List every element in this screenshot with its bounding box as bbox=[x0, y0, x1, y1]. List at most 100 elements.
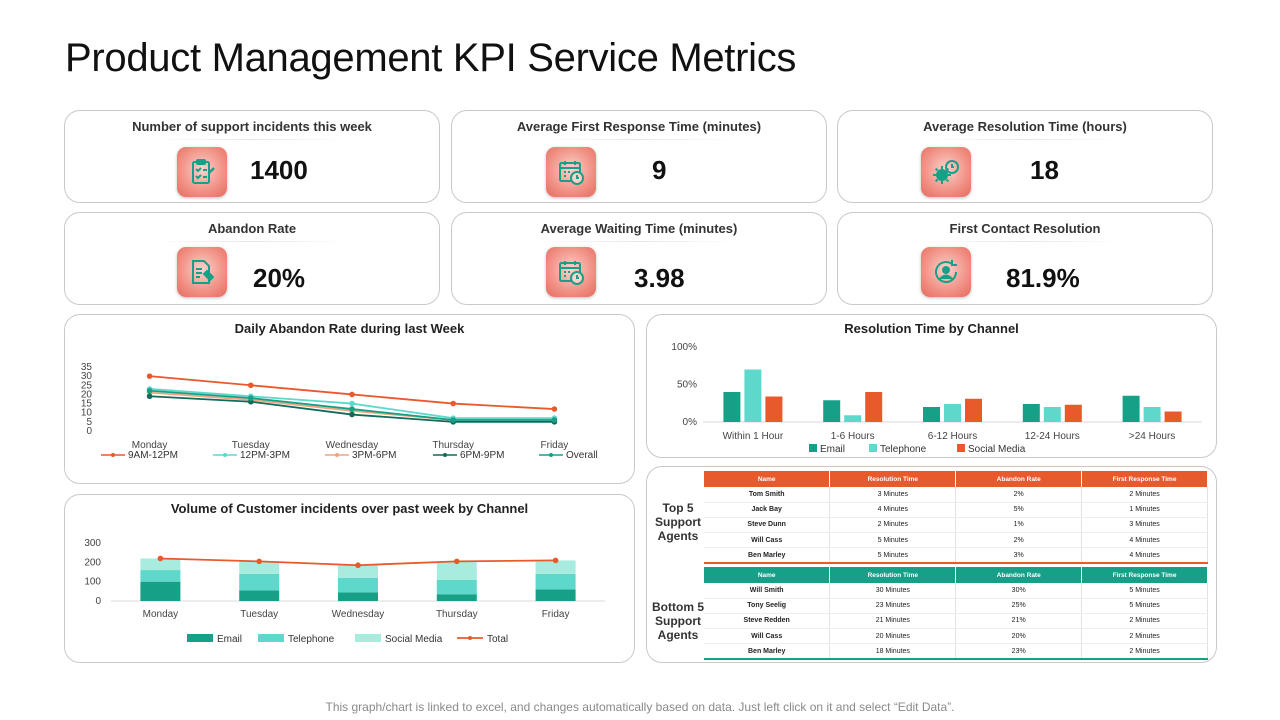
bar-Email bbox=[723, 392, 741, 422]
table-row: Ben Marley 18 Minutes 23% 2 Minutes bbox=[704, 643, 1208, 660]
column-header[interactable]: Name bbox=[704, 471, 831, 487]
table-row: Steve Redden 21 Minutes 21% 2 Minutes bbox=[704, 613, 1208, 630]
column-header[interactable]: Abandon Rate bbox=[955, 471, 1083, 487]
bar-Social Media bbox=[765, 396, 783, 422]
bottom-agents-table: Name Resolution Time Abandon Rate First … bbox=[704, 567, 1208, 660]
document-pen-icon bbox=[177, 247, 227, 297]
bar-Social Media bbox=[965, 398, 982, 422]
x-tick-label: Tuesday bbox=[240, 609, 278, 620]
kpi-title: First Contact Resolution bbox=[949, 221, 1101, 236]
kpi-title: Number of support incidents this week bbox=[132, 119, 372, 134]
data-point bbox=[256, 558, 262, 565]
kpi-card-first-response: Average First Response Time (minutes) 9 bbox=[451, 110, 827, 203]
kpi-card-resolution-time: Average Resolution Time (hours) 18 bbox=[837, 110, 1213, 203]
y-tick-label: 0 bbox=[86, 426, 92, 437]
x-tick-label: Friday bbox=[542, 609, 570, 620]
bar-Social Media bbox=[1164, 411, 1182, 422]
x-tick-label: >24 Hours bbox=[1129, 431, 1175, 442]
data-point bbox=[551, 406, 558, 412]
data-point bbox=[552, 557, 559, 564]
kpi-card-support-incidents: Number of support incidents this week 14… bbox=[64, 110, 440, 203]
chart-title: Resolution Time by Channel bbox=[844, 321, 1019, 336]
legend-label: 6PM-9PM bbox=[460, 450, 504, 461]
data-point bbox=[146, 393, 153, 400]
stacked-bar-Telephone bbox=[436, 579, 477, 595]
stacked-bar-Email bbox=[436, 594, 477, 601]
page-title: Product Management KPI Service Metrics bbox=[65, 36, 797, 80]
bar-Social Media bbox=[865, 392, 883, 422]
stacked-bar-Social Media bbox=[535, 560, 576, 574]
column-header[interactable]: First Response Time bbox=[1081, 471, 1208, 487]
legend-swatch bbox=[258, 634, 284, 642]
data-point bbox=[349, 406, 355, 412]
chart-title: Volume of Customer incidents over past w… bbox=[170, 501, 529, 516]
kpi-title: Average First Response Time (minutes) bbox=[516, 119, 762, 134]
abandon-rate-chart-card: Daily Abandon Rate during last Week 35 30… bbox=[64, 314, 635, 484]
x-tick-label: Friday bbox=[541, 440, 569, 451]
stacked-bar-Telephone bbox=[239, 573, 280, 591]
legend-swatch bbox=[957, 444, 965, 452]
bar-Telephone bbox=[844, 415, 862, 422]
resolution-chart-card: Resolution Time by Channel 100% 50% 0% With… bbox=[646, 314, 1217, 458]
legend-label: 3PM-6PM bbox=[352, 450, 396, 461]
kpi-value: 1400 bbox=[250, 155, 308, 185]
legend-marker bbox=[468, 636, 472, 640]
kpi-title: Average Resolution Time (hours) bbox=[923, 119, 1127, 134]
x-tick-label: Wednesday bbox=[332, 609, 385, 620]
y-tick-label: 100% bbox=[671, 342, 697, 353]
column-header[interactable]: Name bbox=[704, 567, 831, 583]
stacked-bar-Email bbox=[239, 590, 280, 601]
bar-Telephone bbox=[1043, 407, 1061, 422]
legend-marker bbox=[223, 453, 227, 457]
data-point bbox=[551, 417, 558, 423]
data-point bbox=[349, 411, 355, 418]
legend-label: Telephone bbox=[288, 634, 335, 645]
y-tick-label: 300 bbox=[84, 538, 101, 549]
y-tick-label: 15 bbox=[81, 399, 93, 410]
y-tick-label: 100 bbox=[84, 577, 101, 588]
column-header[interactable]: Abandon Rate bbox=[955, 567, 1083, 583]
legend-label: 9AM-12PM bbox=[128, 450, 178, 461]
table-row: Will Smith 30 Minutes 30% 5 Minutes bbox=[704, 583, 1208, 599]
legend-label: Telephone bbox=[880, 444, 927, 455]
stacked-bar-Telephone bbox=[535, 573, 576, 590]
stacked-bar-Social Media bbox=[436, 561, 477, 580]
table-row: Will Cass 5 Minutes 2% 4 Minutes bbox=[704, 532, 1208, 549]
x-tick-label: Thursday bbox=[436, 609, 478, 620]
kpi-value: 3.98 bbox=[634, 263, 685, 293]
top-agents-label: Top 5 Support Agents bbox=[655, 501, 701, 543]
kpi-value: 20% bbox=[253, 263, 306, 293]
data-point bbox=[248, 382, 254, 389]
column-header[interactable]: Resolution Time bbox=[829, 471, 957, 487]
column-header[interactable]: First Response Time bbox=[1081, 567, 1208, 583]
y-tick-label: 10 bbox=[81, 408, 93, 419]
table-row: Steve Dunn 2 Minutes 1% 3 Minutes bbox=[704, 517, 1208, 534]
legend-label: Email bbox=[217, 634, 242, 645]
footer-note: This graph/chart is linked to excel, and… bbox=[325, 700, 955, 714]
x-tick-label: Tuesday bbox=[232, 440, 270, 451]
person-cycle-icon bbox=[921, 247, 971, 297]
column-header[interactable]: Resolution Time bbox=[829, 567, 957, 583]
y-tick-label: 0% bbox=[683, 417, 698, 428]
y-tick-label: 20 bbox=[81, 389, 93, 400]
x-tick-label: 12-24 Hours bbox=[1025, 431, 1080, 442]
y-tick-label: 50% bbox=[677, 380, 697, 391]
legend-label: 12PM-3PM bbox=[240, 450, 290, 461]
kpi-value: 9 bbox=[652, 155, 667, 185]
stacked-bar-Social Media bbox=[338, 565, 378, 578]
clipboard-checklist-icon bbox=[177, 147, 227, 197]
chart-title: Daily Abandon Rate during last Week bbox=[234, 321, 465, 336]
legend-label: Overall bbox=[566, 450, 598, 461]
stacked-bar-Social Media bbox=[140, 558, 181, 571]
x-tick-label: Thursday bbox=[432, 440, 474, 451]
data-point bbox=[450, 400, 457, 407]
calendar-clock-icon bbox=[546, 147, 596, 197]
data-point bbox=[450, 417, 457, 423]
legend-marker bbox=[549, 453, 553, 457]
legend-label: Social Media bbox=[385, 634, 443, 645]
bar-Telephone bbox=[1143, 407, 1161, 422]
data-point bbox=[349, 400, 355, 407]
data-point bbox=[146, 387, 153, 394]
calendar-clock-icon bbox=[546, 247, 596, 297]
